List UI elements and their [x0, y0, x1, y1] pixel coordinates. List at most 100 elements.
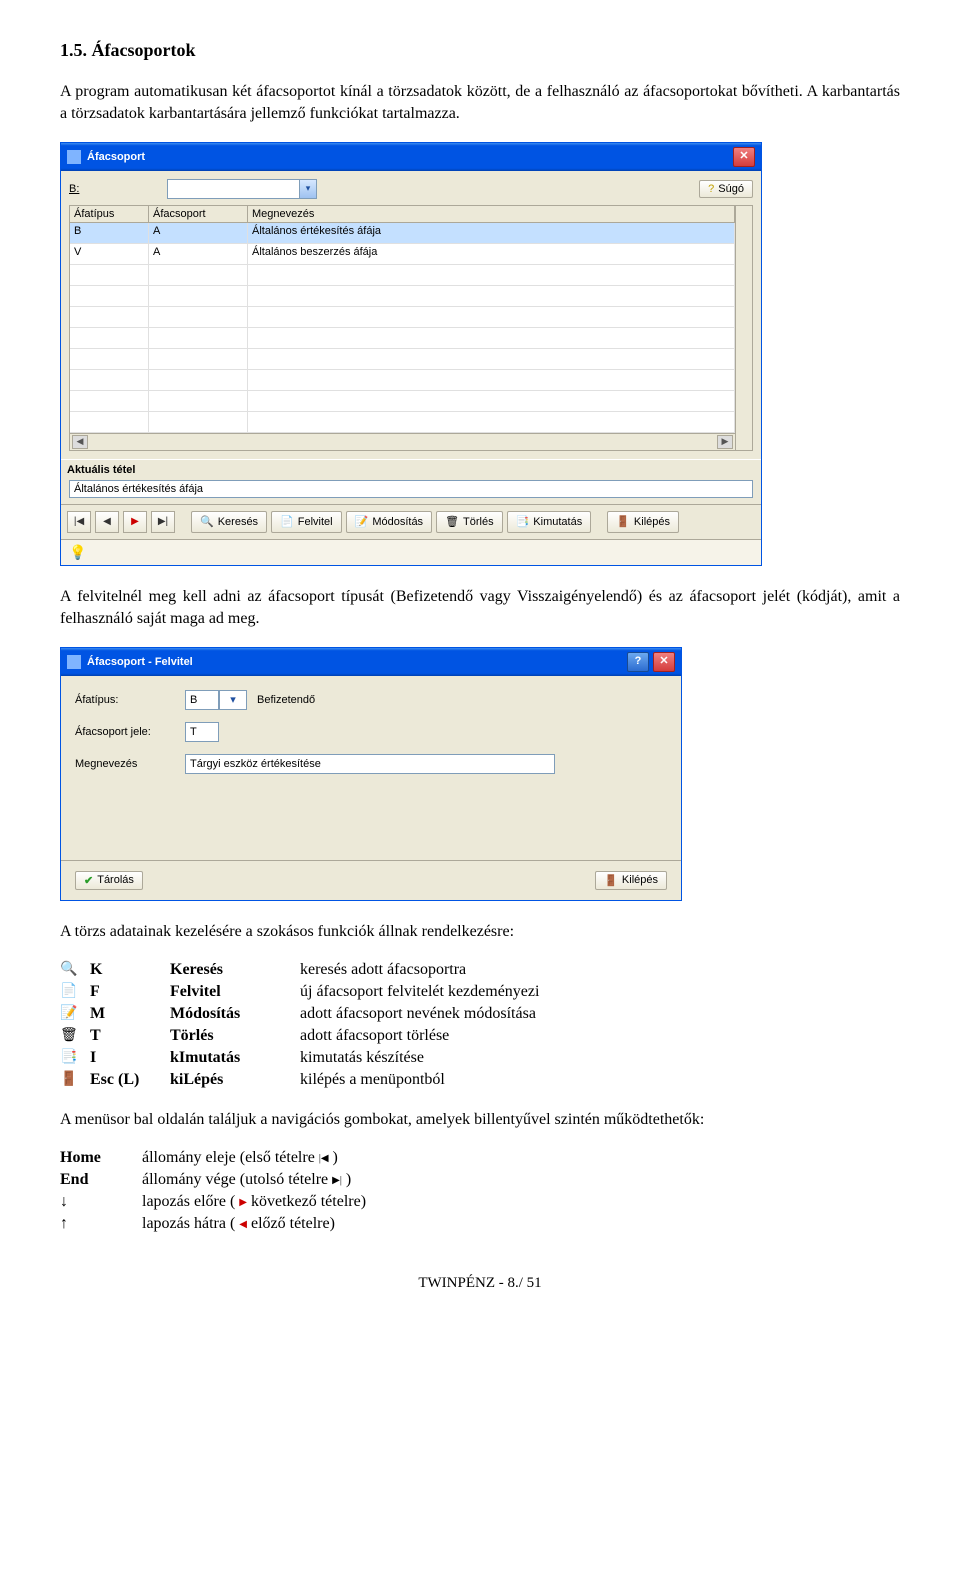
nav-row: Home állomány eleje (első tételre |◀ ) — [60, 1147, 378, 1169]
table-row — [70, 265, 735, 286]
col-afacsoport: Áfacsoport — [149, 206, 248, 223]
afatipus-label: Áfatípus: — [75, 694, 185, 706]
fn-name: Felvitel — [170, 981, 300, 1003]
nav-last-icon: ▶| — [332, 1175, 342, 1186]
fn-name: Módosítás — [170, 1003, 300, 1025]
fn-key: F — [90, 981, 170, 1003]
function-row: 🚪 Esc (L) kiLépés kilépés a menüpontból — [60, 1069, 549, 1091]
fn-name: Törlés — [170, 1025, 300, 1047]
fn-desc: adott áfacsoport nevének módosítása — [300, 1003, 549, 1025]
fn-desc: új áfacsoport felvitelét kezdeményezi — [300, 981, 549, 1003]
afatipus-input[interactable]: B — [185, 690, 219, 710]
kilepes-button[interactable]: 🚪 Kilépés — [595, 871, 667, 890]
toolbar: |◀ ◀ ▶ ▶| 🔍Keresés 📄Felvitel 📝Módosítás … — [61, 504, 761, 539]
titlebar: Áfacsoport ✕ — [61, 143, 761, 171]
kimutatas-button[interactable]: 📑Kimutatás — [507, 511, 592, 533]
grid: Áfatípus Áfacsoport Megnevezés B A Által… — [69, 205, 753, 451]
report-icon: 📑 — [516, 515, 530, 528]
nav-key: ↑ — [60, 1213, 142, 1235]
nav-row: End állomány vége (utolsó tételre ▶| ) — [60, 1169, 378, 1191]
tarolas-button[interactable]: ✔ Tárolás — [75, 871, 143, 890]
table-row — [70, 391, 735, 412]
help-button[interactable]: ? Súgó — [699, 180, 753, 198]
function-row: 🗑 T Törlés adott áfacsoport törlése — [60, 1025, 549, 1047]
chevron-down-icon: ▾ — [299, 180, 316, 198]
nav-desc: állomány vége (utolsó tételre ▶| ) — [142, 1169, 378, 1191]
nav-key: End — [60, 1169, 142, 1191]
nav-row: ↑ lapozás hátra ( ◀ előző tételre) — [60, 1213, 378, 1235]
combo-b[interactable]: ▾ — [167, 179, 317, 199]
jele-input[interactable]: T — [185, 722, 219, 742]
bulb-icon: 💡 — [69, 544, 86, 561]
modositas-button[interactable]: 📝Módosítás — [346, 511, 432, 533]
table-row — [70, 412, 735, 433]
close-button[interactable]: ✕ — [733, 147, 755, 167]
exit-icon: 🚪 — [616, 515, 630, 528]
col-afatipus: Áfatípus — [70, 206, 149, 223]
nav-list: Home állomány eleje (első tételre |◀ ) E… — [60, 1147, 378, 1235]
afatipus-text: Befizetendő — [257, 694, 315, 706]
paragraph-1: A program automatikusan két áfacsoportot… — [60, 81, 900, 126]
table-row[interactable]: B A Általános értékesítés áfája — [70, 223, 735, 244]
check-icon: ✔ — [84, 874, 93, 887]
nav-desc: lapozás hátra ( ◀ előző tételre) — [142, 1213, 378, 1235]
aktualis-label: Aktuális tétel — [61, 459, 761, 480]
fn-name: kiLépés — [170, 1069, 300, 1091]
paragraph-4: A menüsor bal oldalán találjuk a navigác… — [60, 1109, 900, 1131]
megnevezes-input[interactable]: Tárgyi eszköz értékesítése — [185, 754, 555, 774]
fn-key: Esc (L) — [90, 1069, 170, 1091]
nav-first[interactable]: |◀ — [67, 511, 91, 533]
nav-key: ↓ — [60, 1191, 142, 1213]
scrollbar-vertical[interactable] — [735, 206, 752, 450]
nav-prev[interactable]: ◀ — [95, 511, 119, 533]
exit-icon: 🚪 — [60, 1069, 90, 1091]
grid-header: Áfatípus Áfacsoport Megnevezés — [70, 206, 735, 223]
help-icon: ? — [708, 183, 714, 195]
table-row — [70, 349, 735, 370]
fn-desc: kimutatás készítése — [300, 1047, 549, 1069]
edit-icon: 📝 — [60, 1003, 90, 1025]
fn-name: kImutatás — [170, 1047, 300, 1069]
col-megnevezes: Megnevezés — [248, 206, 735, 223]
aktualis-value: Általános értékesítés áfája — [69, 480, 753, 498]
torles-button[interactable]: 🗑Törlés — [436, 511, 503, 533]
nav-last[interactable]: ▶| — [151, 511, 175, 533]
help-button[interactable]: ? — [627, 652, 649, 672]
label-b: B: — [69, 183, 159, 195]
search-icon: 🔍 — [200, 515, 214, 528]
close-button[interactable]: ✕ — [653, 652, 675, 672]
window-icon — [67, 150, 81, 164]
report-icon: 📑 — [60, 1047, 90, 1069]
fn-key: M — [90, 1003, 170, 1025]
fn-key: I — [90, 1047, 170, 1069]
window-afacsoport-list: Áfacsoport ✕ B: ▾ ? Súgó Áfatípus Áfacso… — [60, 142, 762, 566]
table-row — [70, 286, 735, 307]
delete-icon: 🗑 — [60, 1025, 90, 1047]
function-row: 📝 M Módosítás adott áfacsoport nevének m… — [60, 1003, 549, 1025]
scrollbar-horizontal[interactable]: ◀ ▶ — [70, 433, 735, 450]
fn-desc: adott áfacsoport törlése — [300, 1025, 549, 1047]
felvitel-button[interactable]: 📄Felvitel — [271, 511, 342, 533]
fn-name: Keresés — [170, 959, 300, 981]
afatipus-dropdown[interactable]: ▾ — [219, 690, 247, 710]
fn-desc: kilépés a menüpontból — [300, 1069, 549, 1091]
window-title: Áfacsoport - Felvitel — [87, 656, 193, 668]
nav-desc: állomány eleje (első tételre |◀ ) — [142, 1147, 378, 1169]
nav-desc: lapozás előre ( ▶ következő tételre) — [142, 1191, 378, 1213]
kilepes-button[interactable]: 🚪Kilépés — [607, 511, 679, 533]
window-icon — [67, 655, 81, 669]
kereses-button[interactable]: 🔍Keresés — [191, 511, 267, 533]
table-row — [70, 307, 735, 328]
function-list: 🔍 K Keresés keresés adott áfacsoportra 📄… — [60, 959, 549, 1091]
table-row[interactable]: V A Általános beszerzés áfája — [70, 244, 735, 265]
window-afacsoport-felvitel: Áfacsoport - Felvitel ? ✕ Áfatípus: B ▾ … — [60, 647, 682, 901]
window-title: Áfacsoport — [87, 151, 145, 163]
edit-icon: 📝 — [355, 515, 369, 528]
titlebar: Áfacsoport - Felvitel ? ✕ — [61, 648, 681, 676]
nav-row: ↓ lapozás előre ( ▶ következő tételre) — [60, 1191, 378, 1213]
table-row — [70, 370, 735, 391]
section-heading: 1.5. Áfacsoportok — [60, 40, 900, 61]
nav-key: Home — [60, 1147, 142, 1169]
paragraph-2: A felvitelnél meg kell adni az áfacsopor… — [60, 586, 900, 631]
nav-next[interactable]: ▶ — [123, 511, 147, 533]
